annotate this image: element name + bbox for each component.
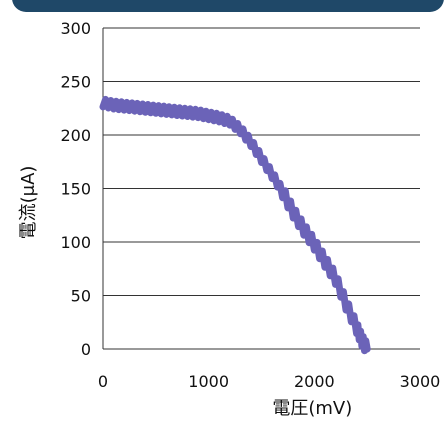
y-tick-label: 100 <box>60 233 91 252</box>
x-tick-label: 1000 <box>188 372 229 391</box>
header-band <box>12 0 444 12</box>
series-line <box>99 95 371 355</box>
y-tick-label: 50 <box>71 287 91 306</box>
y-tick-label: 150 <box>60 180 91 199</box>
y-tick-label: 200 <box>60 126 91 145</box>
y-tick-label: 0 <box>81 340 91 359</box>
y-axis-title: 電流(μA) <box>18 166 39 240</box>
y-tick-label: 250 <box>60 73 91 92</box>
y-tick-label: 300 <box>60 19 91 38</box>
x-axis-title: 電圧(mV) <box>272 398 352 419</box>
x-tick-label: 0 <box>98 372 108 391</box>
x-tick-label: 2000 <box>294 372 335 391</box>
x-tick-label: 3000 <box>400 372 441 391</box>
